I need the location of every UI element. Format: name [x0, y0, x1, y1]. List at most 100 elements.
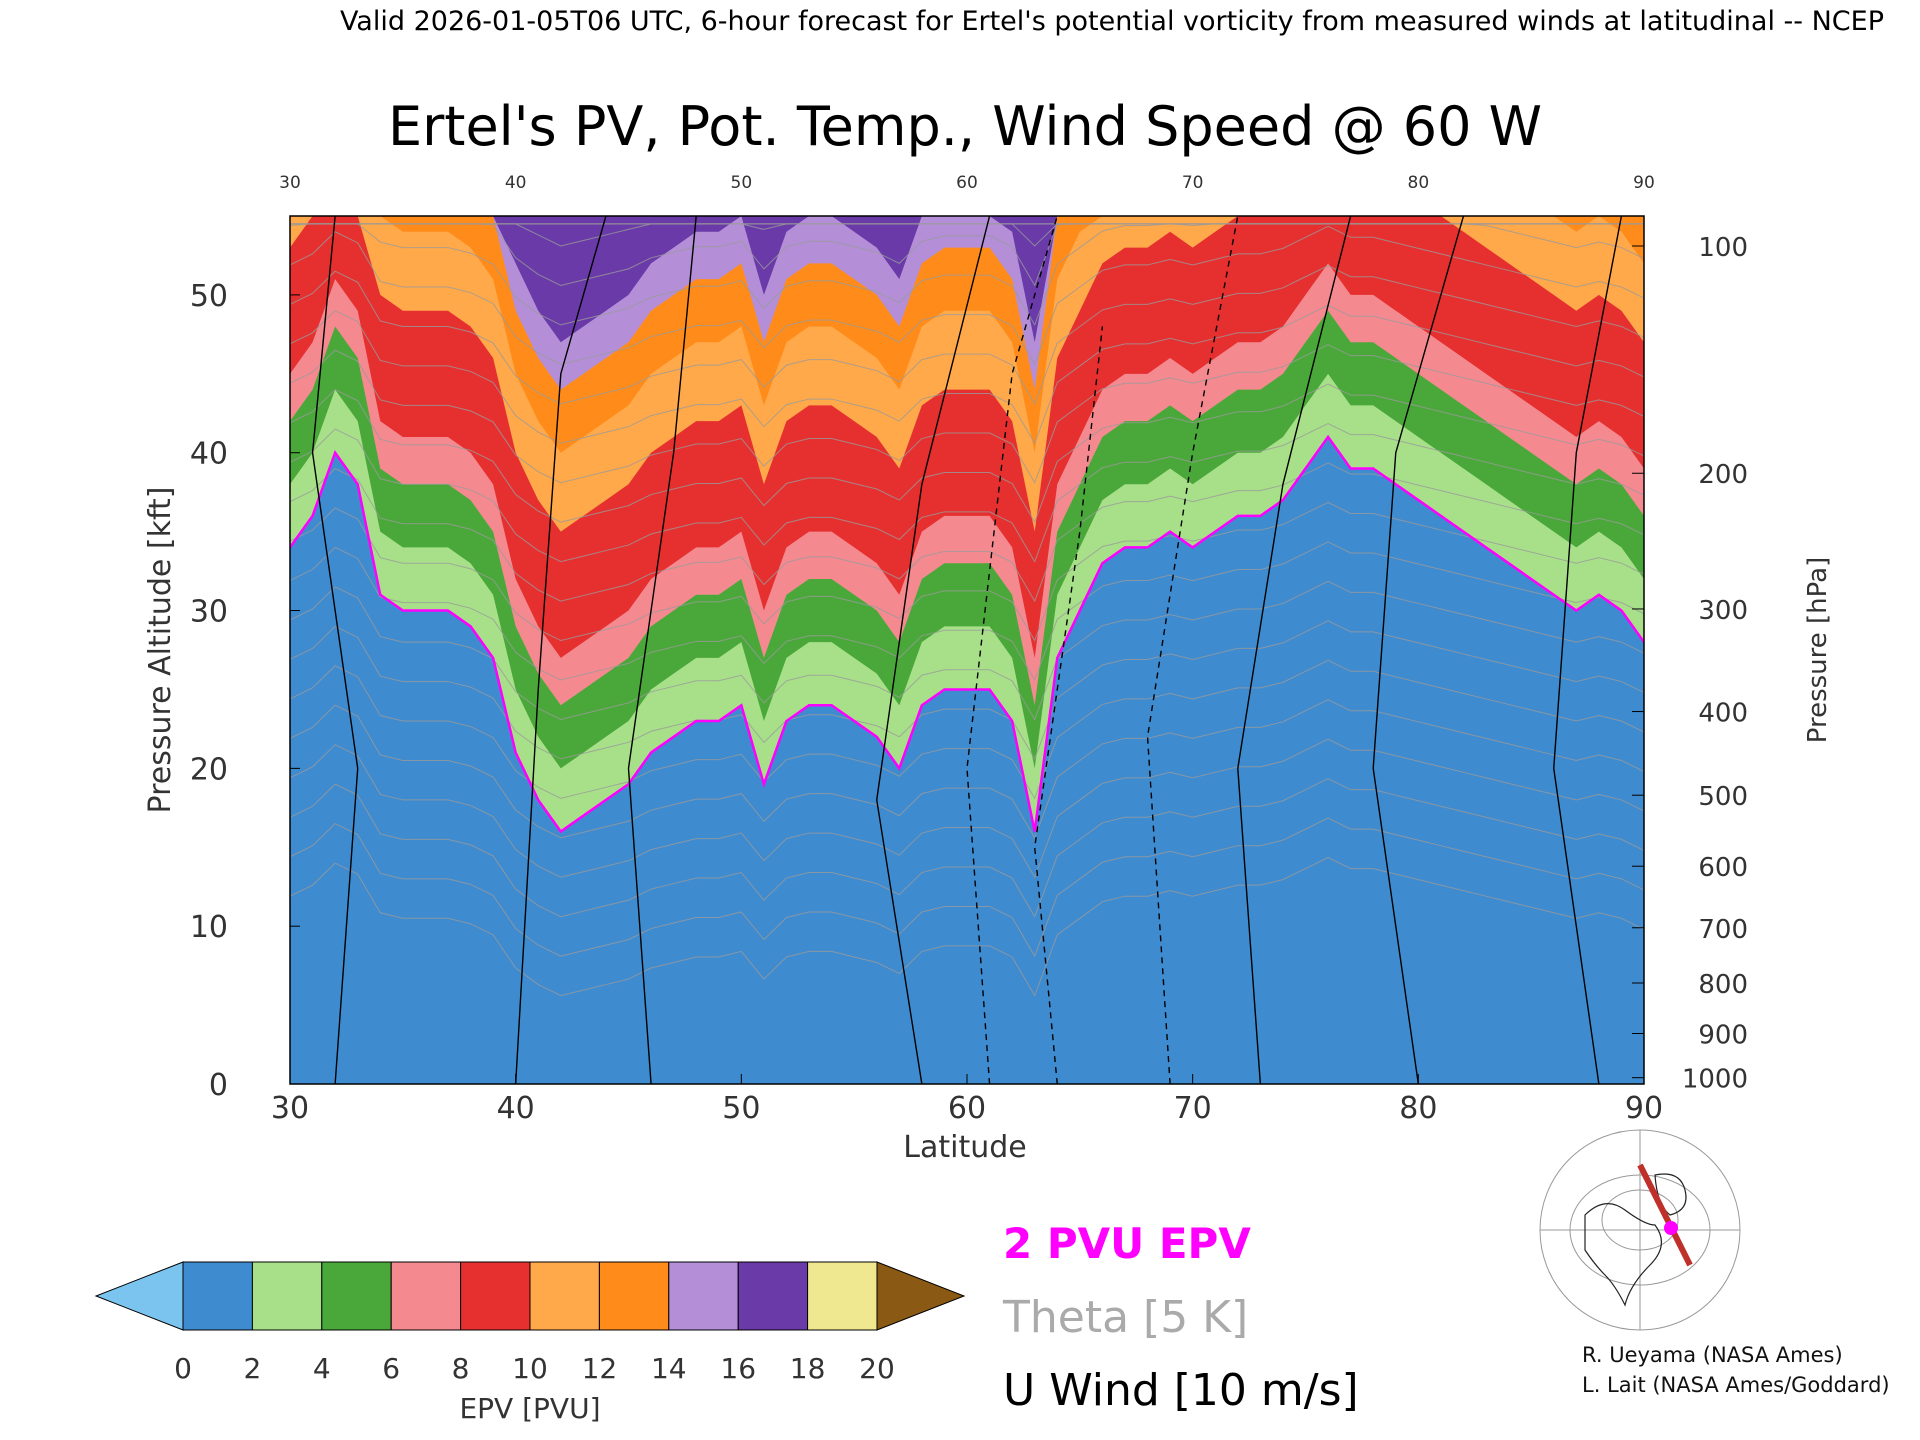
pressure-tick-label: 400 [1698, 699, 1748, 729]
x-tick-label: 90 [1625, 1091, 1663, 1126]
u-wind-contour [966, 216, 1058, 1084]
y-tick-label: 10 [190, 910, 228, 945]
x-top-tick-label: 50 [731, 173, 753, 193]
x-tick-label: 60 [948, 1091, 986, 1126]
theta-contour [290, 265, 1644, 405]
colorbar-segment [182, 1261, 253, 1331]
colorbar-segment [807, 1261, 878, 1331]
pressure-tick-label: 300 [1698, 596, 1748, 626]
x-tick-label: 50 [722, 1091, 760, 1126]
y-tick-label: 40 [190, 437, 228, 472]
x-top-tick-label: 40 [505, 173, 527, 193]
y-tick-label: 0 [209, 1068, 228, 1103]
theta-contour [290, 778, 1644, 918]
theta-contour [290, 620, 1644, 761]
pressure-tick-label: 1000 [1682, 1065, 1748, 1095]
colorbar-tick-label: 4 [313, 1352, 331, 1385]
colorbar-tick-label: 0 [174, 1352, 192, 1385]
pressure-tick-label: 500 [1698, 782, 1748, 812]
pressure-tick-label: 600 [1698, 853, 1748, 883]
colorbar-segment [598, 1261, 670, 1331]
x-top-tick-label: 90 [1633, 173, 1655, 193]
valid-time-header: Valid 2026-01-05T06 UTC, 6-hour forecast… [340, 6, 1884, 37]
credit-line-2: L. Lait (NASA Ames/Goddard) [1582, 1373, 1890, 1397]
pv-band-8 [290, 216, 1644, 343]
chart-title: Ertel's PV, Pot. Temp., Wind Speed @ 60 … [388, 95, 1542, 158]
locator-map [1539, 1129, 1741, 1331]
pressure-tick-label: 700 [1698, 915, 1748, 945]
credit-line-1: R. Ueyama (NASA Ames) [1582, 1343, 1843, 1367]
map-cross-section-line [1637, 1163, 1693, 1267]
x-top-tick-label: 70 [1182, 173, 1204, 193]
colorbar-segment [668, 1261, 739, 1331]
u-wind-contour [876, 216, 991, 1084]
colorbar-tick-label: 2 [243, 1352, 261, 1385]
colorbar-tick-label: 10 [512, 1352, 548, 1385]
colorbar-segment [321, 1261, 392, 1331]
plot-area [289, 215, 1645, 1085]
colorbar-tick-label: 12 [582, 1352, 618, 1385]
u-wind-contour [1372, 216, 1465, 1084]
colorbar-tick-label: 14 [651, 1352, 687, 1385]
colorbar-label: EPV [PVU] [459, 1392, 600, 1425]
x-top-tick-label: 30 [279, 173, 301, 193]
theta-contour [290, 383, 1644, 524]
x-tick-label: 80 [1399, 1091, 1437, 1126]
pressure-tick-label: 800 [1698, 970, 1748, 1000]
y-tick-label: 50 [190, 279, 228, 314]
u-wind-contour [1033, 326, 1104, 1084]
colorbar-segment [737, 1261, 809, 1331]
colorbar-tick-label: 16 [720, 1352, 756, 1385]
theta-contour [290, 659, 1644, 800]
theta-contour [290, 422, 1644, 563]
legend-pv: 2 PVU EPV [1003, 1219, 1251, 1268]
u-wind-contour [1237, 216, 1352, 1084]
legend: 2 PVU EPV Theta [5 K] U Wind [10 m/s] [1002, 1219, 1359, 1416]
u-wind-contour [1553, 216, 1623, 1084]
theta-contour [290, 541, 1644, 682]
x-tick-label: 40 [497, 1091, 535, 1126]
y-tick-label: 20 [190, 752, 228, 787]
y-tick-label: 30 [190, 595, 228, 630]
x-top-tick-label: 60 [956, 173, 978, 193]
y-axis-label-right: Pressure [hPa] [1803, 557, 1833, 744]
colorbar-tick-label: 18 [790, 1352, 826, 1385]
theta-contour [290, 699, 1644, 839]
colorbar-over-arrow [876, 1261, 966, 1331]
legend-theta: Theta [5 K] [1002, 1292, 1248, 1343]
colorbar: 0 2 4 6 8 10 12 14 16 18 20 [94, 1261, 966, 1385]
colorbar-segment [460, 1261, 531, 1331]
theta-contour [290, 344, 1644, 484]
u-wind-contour [514, 216, 607, 1084]
theta-contour [290, 738, 1644, 879]
x-axis-label: Latitude [903, 1130, 1026, 1165]
u-wind-contour [627, 216, 697, 1084]
map-location-dot [1664, 1221, 1678, 1235]
x-tick-label: 70 [1174, 1091, 1212, 1126]
pv2-contour-line [290, 434, 1644, 834]
colorbar-segment [529, 1261, 600, 1331]
colorbar-tick-label: 8 [452, 1352, 470, 1385]
pressure-tick-label: 900 [1698, 1020, 1748, 1050]
map-coastline [1584, 1203, 1662, 1307]
colorbar-segment [251, 1261, 323, 1331]
theta-contour [290, 501, 1644, 642]
colorbar-under-arrow [94, 1261, 184, 1331]
legend-wind: U Wind [10 m/s] [1003, 1365, 1359, 1416]
y-axis-label-left: Pressure Altitude [kft] [143, 487, 178, 814]
u-wind-contour [311, 216, 359, 1084]
pressure-tick-label: 200 [1698, 460, 1748, 490]
pressure-tick-label: 100 [1698, 233, 1748, 263]
theta-contour [290, 817, 1644, 958]
theta-contour [290, 856, 1644, 997]
colorbar-tick-label: 6 [382, 1352, 400, 1385]
theta-contour [290, 462, 1644, 603]
x-top-tick-label: 80 [1408, 173, 1430, 193]
x-tick-label: 30 [271, 1091, 309, 1126]
colorbar-segment [390, 1261, 462, 1331]
theta-contour [290, 225, 1644, 366]
theta-contour [290, 580, 1644, 721]
colorbar-tick-label: 20 [859, 1352, 895, 1385]
theta-contour [290, 304, 1644, 445]
